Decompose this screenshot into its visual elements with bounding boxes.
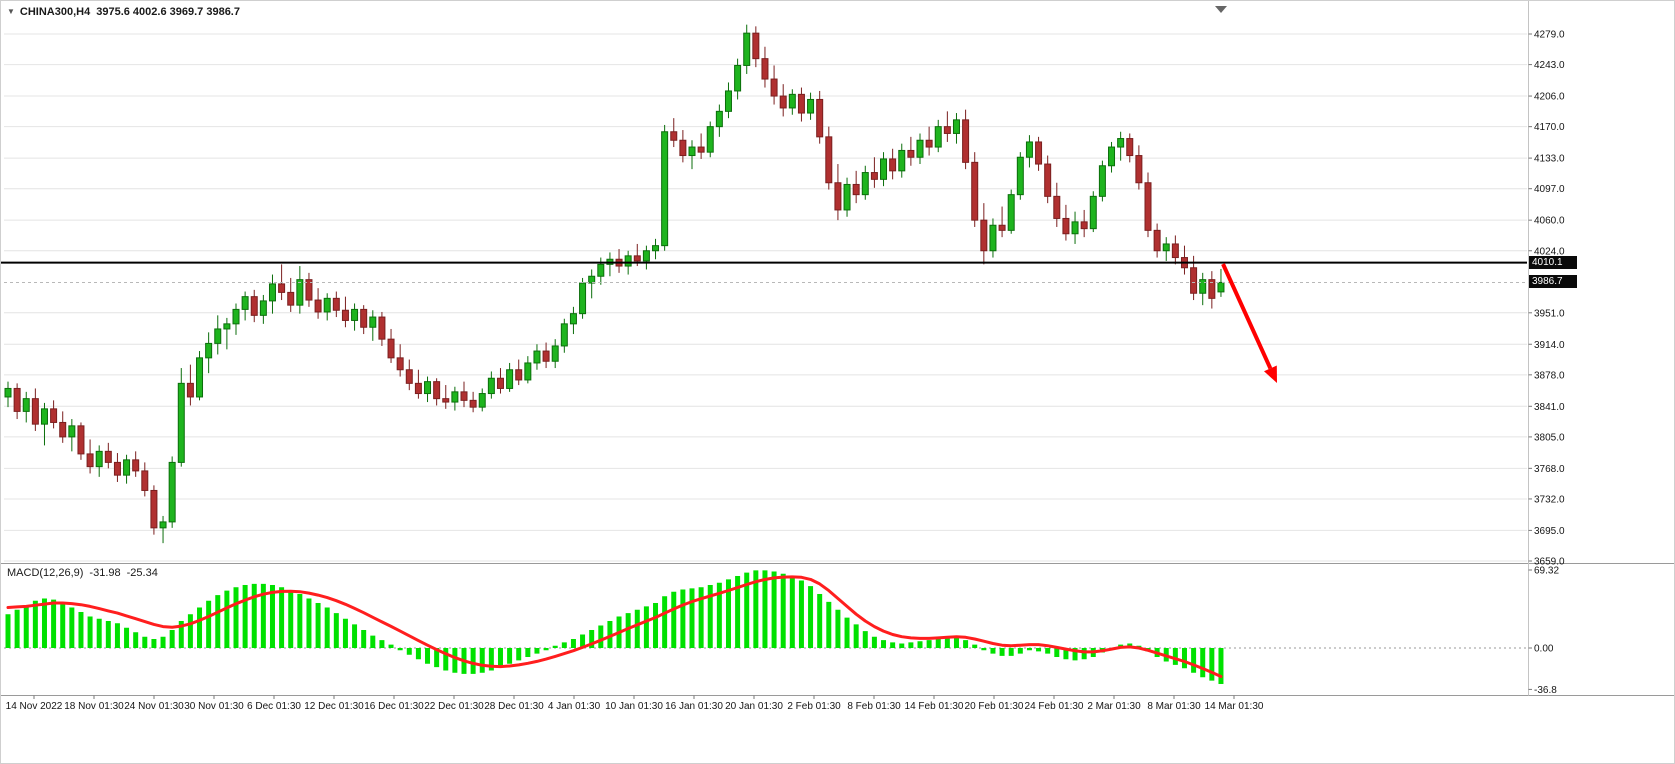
macd-signal-line [6,575,1223,678]
svg-text:22 Dec 01:30: 22 Dec 01:30 [424,701,484,712]
symbol-period-text: CHINA300,H4 [19,6,91,18]
svg-text:18 Nov 01:30: 18 Nov 01:30 [64,701,124,712]
svg-text:2 Mar 01:30: 2 Mar 01:30 [1087,701,1141,712]
svg-text:4243.0: 4243.0 [1534,60,1565,71]
macd-indicator-label: MACD(12,26,9) -31.98 -25.34 [7,567,164,579]
macd-name-text: MACD(12,26,9) [7,567,84,579]
hline-price-tag[interactable]: 4010.1 [1529,255,1577,269]
svg-text:10 Jan 01:30: 10 Jan 01:30 [605,701,663,712]
macd-signal-value: -25.34 [126,567,158,579]
svg-text:4133.0: 4133.0 [1534,154,1565,165]
svg-text:4097.0: 4097.0 [1534,184,1565,195]
svg-text:24 Feb 01:30: 24 Feb 01:30 [1025,701,1084,712]
candle-wicks [7,24,1222,544]
symbol-ohlc-label: ▼ CHINA300,H4 3975.6 4002.6 3969.7 3986.7 [7,6,240,18]
svg-text:3841.0: 3841.0 [1534,402,1565,413]
svg-text:4060.0: 4060.0 [1534,216,1565,227]
svg-text:3732.0: 3732.0 [1534,494,1565,505]
svg-text:24 Nov 01:30: 24 Nov 01:30 [124,701,184,712]
bid-price-tag: 3986.7 [1529,275,1577,289]
svg-text:14 Nov 2022: 14 Nov 2022 [6,701,63,712]
macd-main-value: -31.98 [89,567,121,579]
svg-text:6 Dec 01:30: 6 Dec 01:30 [247,701,301,712]
svg-text:3878.0: 3878.0 [1534,370,1565,381]
svg-text:3695.0: 3695.0 [1534,526,1565,537]
svg-text:30 Nov 01:30: 30 Nov 01:30 [184,701,244,712]
svg-text:0.00: 0.00 [1534,644,1554,655]
svg-text:3768.0: 3768.0 [1534,464,1565,475]
svg-text:3914.0: 3914.0 [1534,340,1565,351]
svg-text:4 Jan 01:30: 4 Jan 01:30 [548,701,601,712]
svg-text:20 Feb 01:30: 20 Feb 01:30 [965,701,1024,712]
svg-text:4206.0: 4206.0 [1534,92,1565,103]
macd-axis[interactable]: 69.32 0.00 -36.8 [1528,566,1560,696]
svg-text:4279.0: 4279.0 [1534,30,1565,41]
svg-text:28 Dec 01:30: 28 Dec 01:30 [484,701,544,712]
svg-text:8 Mar 01:30: 8 Mar 01:30 [1147,701,1201,712]
svg-text:16 Dec 01:30: 16 Dec 01:30 [364,701,424,712]
time-axis[interactable]: 14 Nov 2022 18 Nov 01:30 24 Nov 01:30 30 No… [6,695,1264,713]
candles-layer[interactable] [4,32,1225,529]
price-axis[interactable]: 4279.0 4243.0 4206.0 4170.0 4133.0 4097.0 4060… [1528,30,1566,568]
svg-text:3951.0: 3951.0 [1534,308,1565,319]
svg-text:14 Mar 01:30: 14 Mar 01:30 [1205,701,1264,712]
svg-text:3805.0: 3805.0 [1534,432,1565,443]
dropdown-arrow-icon[interactable]: ▼ [7,7,15,16]
svg-text:4170.0: 4170.0 [1534,122,1565,133]
svg-text:16 Jan 01:30: 16 Jan 01:30 [665,701,723,712]
svg-text:12 Dec 01:30: 12 Dec 01:30 [304,701,364,712]
svg-text:2 Feb 01:30: 2 Feb 01:30 [787,701,841,712]
macd-histogram [5,570,1224,684]
svg-text:20 Jan 01:30: 20 Jan 01:30 [725,701,783,712]
ohlc-values-text: 3975.6 4002.6 3969.7 3986.7 [96,6,240,18]
svg-text:-36.8: -36.8 [1534,685,1557,696]
svg-text:14 Feb 01:30: 14 Feb 01:30 [905,701,964,712]
chart-shift-marker-icon[interactable] [1215,6,1227,13]
trend-arrow[interactable] [1221,263,1277,383]
panel-separators [1,1,1674,696]
svg-text:8 Feb 01:30: 8 Feb 01:30 [847,701,901,712]
svg-text:3659.0: 3659.0 [1534,557,1565,568]
svg-text:4024.0: 4024.0 [1534,246,1565,257]
price-gridlines [4,33,1527,562]
svg-text:69.32: 69.32 [1534,566,1559,577]
